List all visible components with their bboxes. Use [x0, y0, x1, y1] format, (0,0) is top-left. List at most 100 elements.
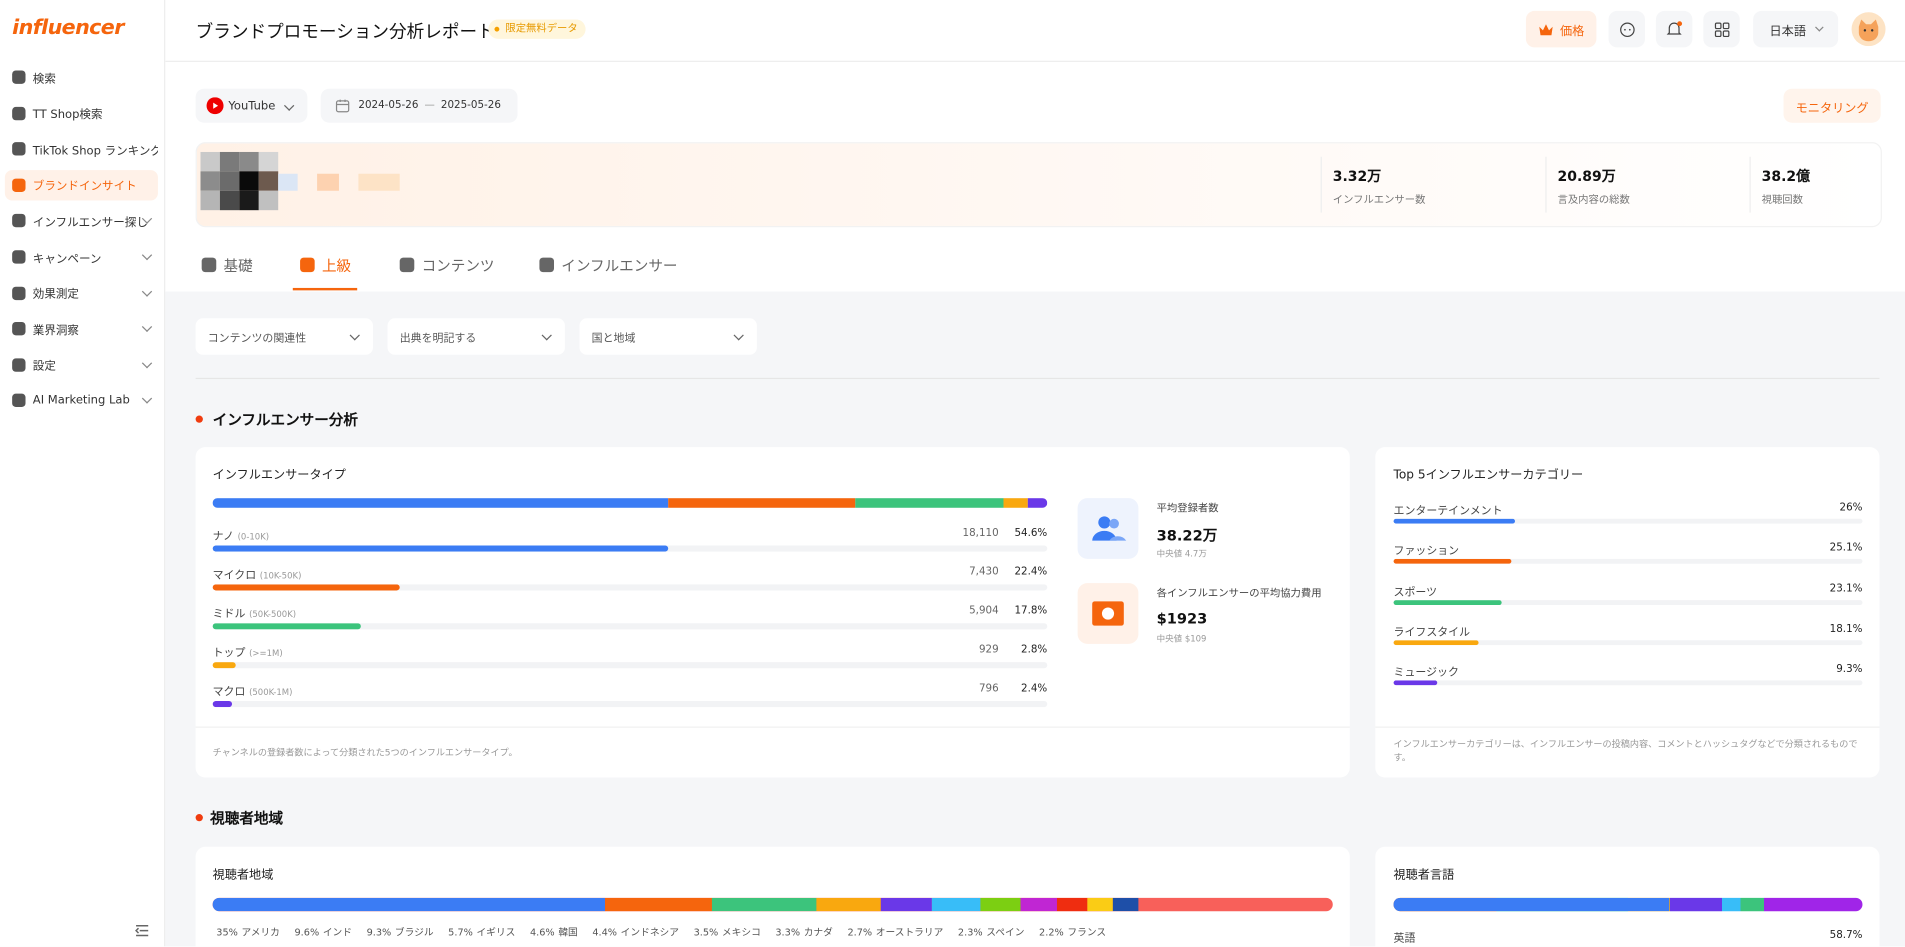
- bar-segment: [816, 897, 881, 912]
- menu-label: TikTok Shop ランキング: [32, 144, 158, 158]
- menu-item[interactable]: TT Shop検索: [5, 98, 158, 128]
- menu-icon: [12, 178, 26, 192]
- row-track: [1393, 640, 1863, 645]
- legend-item: 2.7% オーストラリア: [847, 926, 943, 939]
- legend-percent: 2.3%: [957, 926, 983, 938]
- card-divider: [1375, 726, 1880, 728]
- chevron: [283, 100, 295, 111]
- menu-item[interactable]: キャンペーン: [5, 242, 158, 272]
- language-percent: 58.7%: [1829, 929, 1863, 942]
- metric-value: 38.22万: [1156, 527, 1218, 545]
- menu-item[interactable]: 検索: [5, 62, 158, 92]
- tab-label: インフルエンサー: [561, 256, 678, 274]
- filter-label: コンテンツの関連性: [207, 332, 307, 345]
- legend-percent: 35%: [216, 926, 238, 938]
- row-percent: 2.8%: [1021, 643, 1048, 657]
- row-count: 929: [978, 643, 999, 657]
- bar-segment: [712, 897, 817, 912]
- legend-name: カナダ: [803, 926, 833, 938]
- row-label: マクロ (500K-1M): [212, 683, 293, 699]
- legend-item: 4.6% 韓国: [530, 926, 578, 939]
- category-name: ライフスタイル: [1393, 626, 1471, 639]
- collapse-icon[interactable]: [135, 923, 150, 938]
- row-percent: 2.4%: [1021, 682, 1048, 695]
- date-separator: —: [424, 99, 435, 112]
- menu-item[interactable]: TikTok Shop ランキング: [5, 134, 158, 164]
- menu-icon: [12, 286, 26, 300]
- stacked-bar: [212, 498, 1048, 508]
- sidebar: influencer 検索 TT Shop検索 TikTok Shop ランキングブ…: [0, 0, 166, 947]
- filter-label: 国と地域: [591, 332, 636, 345]
- row-bar: [1393, 680, 1438, 686]
- date-range[interactable]: 2024-05-26 — 2025-05-26: [320, 88, 518, 123]
- stat-divider: [1320, 156, 1322, 213]
- bell-icon: [1666, 21, 1683, 35]
- bar-segment: [855, 498, 1004, 508]
- type-range: (500K-1M): [249, 687, 293, 698]
- tab-label: 上級: [321, 256, 352, 274]
- stat-label: インフルエンサー数: [1332, 194, 1426, 207]
- row-percent: 17.8%: [1014, 605, 1048, 618]
- tab[interactable]: 上級: [300, 253, 351, 277]
- price-label: 価格: [1559, 24, 1585, 39]
- stat-label: 言及内容の総数: [1557, 194, 1630, 207]
- stacked-bar: [1393, 897, 1863, 912]
- brand-banner: 3.32万 インフルエンサー数 20.89万 言及内容の総数 38.2億 視聴回数: [195, 142, 1882, 228]
- tab[interactable]: インフルエンサー: [539, 253, 678, 277]
- section-divider: [195, 377, 1880, 380]
- menu-label: 効果測定: [32, 288, 79, 302]
- filter-select[interactable]: 出典を明記する: [387, 318, 565, 355]
- legend-percent: 5.7%: [448, 926, 473, 938]
- type-name: マクロ: [212, 686, 246, 699]
- category-percent: 9.3%: [1836, 663, 1863, 676]
- users-icon: [1092, 516, 1127, 541]
- chevron: [141, 285, 153, 297]
- filter-select[interactable]: コンテンツの関連性: [195, 318, 373, 355]
- free-badge: 限定無料データ: [488, 19, 586, 39]
- menu-item[interactable]: 設定: [5, 350, 158, 380]
- stat-value: 20.89万: [1557, 167, 1616, 185]
- brand-logo-blurred: [200, 151, 400, 211]
- menu-item[interactable]: AI Marketing Lab: [5, 386, 158, 416]
- legend-item: 9.3% ブラジル: [367, 926, 434, 939]
- card-title: 視聴者地域: [212, 868, 274, 883]
- row-bar: [212, 623, 362, 630]
- type-range: (10K-50K): [259, 571, 302, 581]
- filter-select[interactable]: 国と地域: [579, 318, 757, 355]
- category-percent: 25.1%: [1829, 542, 1863, 555]
- legend-name: インド: [322, 926, 352, 938]
- type-name: ナノ: [212, 530, 234, 544]
- tab[interactable]: コンテンツ: [399, 253, 494, 277]
- bar-segment: [1393, 897, 1669, 912]
- language-select[interactable]: 日本語: [1753, 10, 1839, 48]
- message-button[interactable]: [1608, 10, 1646, 48]
- menu-item[interactable]: 効果測定: [5, 278, 158, 308]
- menu-item[interactable]: 業界洞察: [5, 314, 158, 344]
- logo[interactable]: influencer: [12, 15, 124, 41]
- monitor-button[interactable]: モニタリング: [1783, 88, 1881, 123]
- row-bar: [212, 662, 236, 669]
- metric-median: 中央値 4.7万: [1156, 549, 1207, 559]
- tab[interactable]: 基礎: [201, 253, 253, 277]
- crown-icon: [1539, 23, 1553, 35]
- menu-item[interactable]: インフルエンサー探し: [5, 206, 158, 236]
- bar-segment: [1003, 498, 1028, 508]
- card-divider: [195, 726, 1350, 728]
- metric-label: 平均登録者数: [1156, 502, 1219, 516]
- header-divider: [165, 60, 1905, 62]
- legend-percent: 4.4%: [592, 926, 618, 938]
- notification-button[interactable]: [1655, 10, 1693, 48]
- menu-label: 業界洞察: [32, 324, 79, 338]
- row-percent: 54.6%: [1014, 527, 1048, 540]
- avatar[interactable]: [1851, 12, 1886, 47]
- tab-icon: [399, 257, 415, 273]
- legend-name: イギリス: [476, 926, 516, 938]
- price-button[interactable]: 価格: [1525, 10, 1597, 48]
- legend-item: 35% アメリカ: [216, 926, 280, 939]
- platform-select[interactable]: YouTube: [195, 88, 308, 123]
- row-percent: 22.4%: [1014, 566, 1048, 579]
- menu-item[interactable]: ブランドインサイト: [4, 169, 158, 201]
- card-title: Top 5インフルエンサーカテゴリー: [1393, 468, 1584, 483]
- apps-button[interactable]: [1703, 10, 1740, 48]
- row-count: 18,110: [962, 527, 999, 540]
